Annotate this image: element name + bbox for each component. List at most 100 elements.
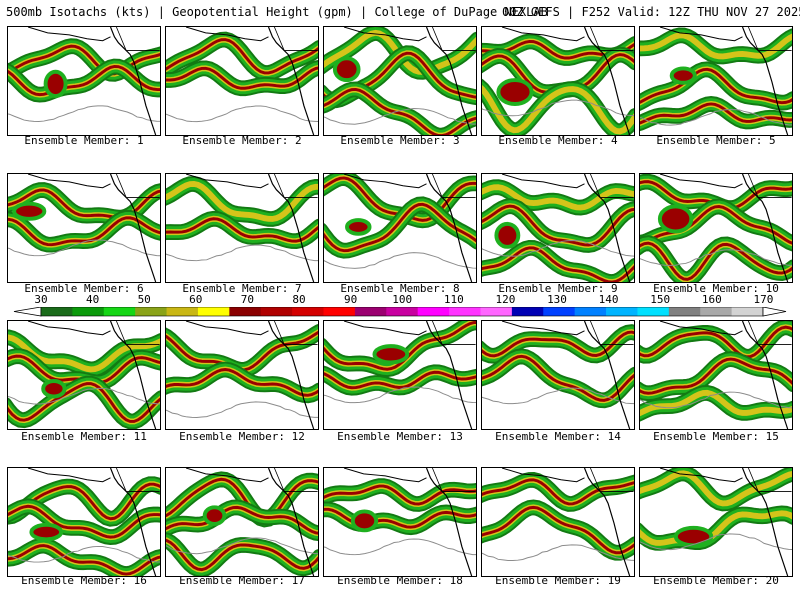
alaska-coastline — [343, 468, 427, 483]
jet-core — [640, 241, 792, 281]
colorbar-swatch — [229, 307, 262, 316]
coastline — [267, 27, 315, 135]
isotach-map-graphic — [640, 27, 792, 135]
ensemble-member-label: Ensemble Member: 1 — [24, 134, 144, 147]
height-contour — [8, 239, 160, 257]
alaska-coastline — [27, 174, 111, 189]
ensemble-member-map — [165, 467, 319, 577]
isotach-map-graphic — [8, 321, 160, 429]
political-border — [274, 174, 318, 198]
jet-core — [640, 102, 792, 125]
political-border — [116, 468, 160, 492]
height-contour — [482, 99, 634, 117]
jet-core — [640, 325, 792, 359]
colorbar-swatch — [511, 307, 544, 316]
ensemble-member-map — [7, 467, 161, 577]
isotach-colorbar: 30 40 50 60 70 80 90 100 110 120 130 140 150 160 170 — [0, 294, 800, 320]
alaska-coastline — [659, 27, 743, 42]
jet-band — [482, 184, 634, 211]
colorbar-tick-label: 150 — [650, 293, 671, 306]
ensemble-member-label: Ensemble Member: 4 — [498, 134, 618, 147]
colorbar-swatch — [606, 307, 638, 316]
jet-core — [482, 204, 634, 247]
header-title: 500mb Isotachs (kts) | Geopotential Heig… — [6, 5, 548, 19]
alaska-coastline — [659, 468, 743, 483]
wind-maximum — [350, 509, 379, 533]
alaska-coastline — [659, 174, 743, 189]
jet-core — [640, 67, 792, 105]
colorbar-tick-label: 100 — [392, 293, 413, 306]
ensemble-member-label: Ensemble Member: 20 — [653, 574, 779, 587]
political-border — [116, 27, 160, 51]
ensemble-member-map — [165, 320, 319, 430]
coastline — [425, 468, 473, 576]
jet-core — [8, 216, 160, 247]
alaska-coastline — [27, 321, 111, 336]
coastline — [267, 468, 315, 576]
coastline — [741, 321, 789, 429]
alaska-coastline — [185, 321, 269, 336]
coastline — [741, 27, 789, 135]
ensemble-member-label: Ensemble Member: 2 — [182, 134, 302, 147]
ensemble-member-map — [481, 26, 635, 136]
alaska-coastline — [185, 468, 269, 483]
isotach-map-graphic — [482, 27, 634, 135]
jet-core — [324, 202, 476, 253]
wind-maximum — [494, 221, 521, 249]
colorbar-tick-label: 160 — [701, 293, 722, 306]
colorbar-swatch — [166, 307, 199, 316]
wind-maximum — [29, 522, 64, 542]
isotach-map-graphic — [8, 27, 160, 135]
height-contour — [8, 105, 160, 122]
ensemble-member-label: Ensemble Member: 5 — [656, 134, 776, 147]
jet-band — [640, 470, 792, 507]
height-contour — [166, 401, 318, 419]
colorbar-swatch — [574, 307, 607, 316]
jet-core — [8, 544, 160, 576]
ensemble-member-label: Ensemble Member: 19 — [495, 574, 621, 587]
jet-core — [166, 368, 318, 397]
alaska-coastline — [27, 27, 111, 42]
header-valid-time: 00Z GEFS | F252 Valid: 12Z THU NOV 27 20… — [502, 5, 800, 19]
colorbar-swatch — [135, 307, 168, 316]
height-contour — [166, 244, 318, 262]
colorbar-swatch — [260, 307, 293, 316]
political-border — [590, 27, 634, 51]
isotach-map-graphic — [324, 468, 476, 576]
height-contour — [640, 108, 792, 126]
jet-core — [324, 484, 476, 506]
jet-band — [640, 389, 792, 417]
height-contour — [482, 387, 634, 405]
jet-core — [482, 505, 634, 555]
isotach-map-graphic — [324, 27, 476, 135]
political-border — [274, 468, 318, 492]
jet-core — [324, 321, 476, 371]
coastline — [741, 468, 789, 576]
wind-maximum — [496, 78, 534, 106]
ensemble-member-label: Ensemble Member: 12 — [179, 430, 305, 443]
colorbar-tick-label: 90 — [343, 293, 358, 306]
ensemble-member-label: Ensemble Member: 13 — [337, 430, 463, 443]
coastline — [109, 468, 157, 576]
colorbar-swatch — [543, 307, 576, 316]
jet-core — [166, 477, 318, 521]
coastline — [583, 174, 631, 282]
jet-core — [8, 504, 160, 539]
alaska-coastline — [343, 321, 427, 336]
jet-band — [640, 510, 792, 546]
wind-maximum — [345, 218, 372, 236]
ensemble-member-map — [639, 173, 793, 283]
alaska-coastline — [501, 174, 585, 189]
wind-maximum — [372, 344, 410, 365]
height-contour — [324, 386, 476, 404]
alaska-coastline — [185, 174, 269, 189]
height-contour — [640, 533, 792, 551]
colorbar-swatch — [449, 307, 481, 316]
ensemble-member-label: Ensemble Member: 15 — [653, 430, 779, 443]
wind-maximum — [332, 56, 361, 83]
political-border — [748, 174, 792, 198]
ensemble-member-label: Ensemble Member: 9 — [498, 282, 618, 295]
colorbar-swatch — [323, 307, 356, 316]
ensemble-member-label: Ensemble Member: 8 — [340, 282, 460, 295]
jet-core — [166, 505, 318, 535]
